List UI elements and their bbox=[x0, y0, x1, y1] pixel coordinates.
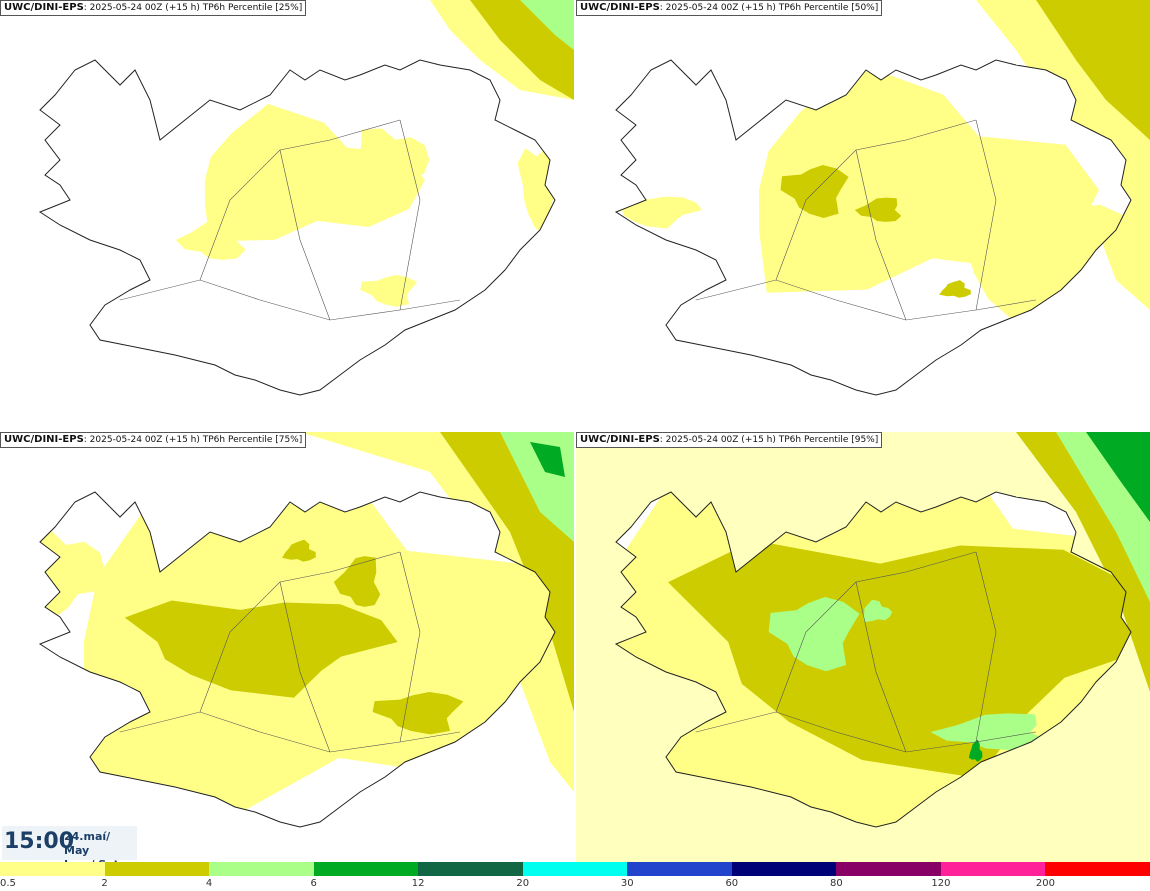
precip-sea-area bbox=[530, 442, 565, 477]
precip-map-75 bbox=[38, 432, 574, 828]
road-network bbox=[119, 119, 461, 321]
iceland-coastline bbox=[614, 59, 1132, 396]
precip-area bbox=[282, 539, 316, 562]
legend-swatch bbox=[104, 862, 210, 876]
legend-swatch bbox=[836, 862, 942, 876]
color-legend: 0.5 2 4 6 12 20 30 60 80 120 200 bbox=[0, 862, 1150, 891]
precip-area bbox=[939, 280, 971, 298]
legend-swatch bbox=[627, 862, 733, 876]
precip-area bbox=[333, 556, 381, 607]
precip-area bbox=[854, 197, 902, 222]
panel-title: UWC/DINI-EPS: 2025-05-24 00Z (+15 h) TP6… bbox=[0, 432, 307, 448]
legend-swatch bbox=[522, 862, 628, 876]
legend-tick: 120 bbox=[931, 878, 951, 889]
precip-sea-area bbox=[520, 0, 574, 50]
road-network bbox=[695, 551, 1037, 753]
legend-tick: 6 bbox=[310, 878, 317, 889]
precip-area bbox=[768, 597, 860, 672]
legend-swatch bbox=[418, 862, 524, 876]
legend-swatch bbox=[0, 862, 106, 876]
panel-title: UWC/DINI-EPS: 2025-05-24 00Z (+15 h) TP6… bbox=[0, 0, 307, 16]
precip-area bbox=[175, 219, 246, 260]
legend-swatch bbox=[940, 862, 1046, 876]
legend-tick: 80 bbox=[829, 878, 843, 889]
road-network bbox=[119, 551, 461, 753]
iceland-coastline bbox=[38, 491, 556, 828]
precip-area bbox=[359, 128, 430, 199]
legend-tick: 2 bbox=[101, 878, 108, 889]
legend-tick: 0.5 bbox=[0, 878, 16, 889]
precip-area bbox=[372, 692, 464, 735]
legend-swatch bbox=[313, 862, 419, 876]
precip-area bbox=[360, 275, 418, 307]
precip-area bbox=[930, 713, 1047, 750]
legend-swatch bbox=[209, 862, 315, 876]
legend-swatch bbox=[731, 862, 837, 876]
legend-tick: 200 bbox=[1035, 878, 1055, 889]
precip-area bbox=[668, 540, 1131, 779]
precip-area bbox=[862, 599, 893, 623]
map-panel-95: UWC/DINI-EPS: 2025-05-24 00Z (+15 h) TP6… bbox=[576, 432, 1150, 862]
map-panel-50: UWC/DINI-EPS: 2025-05-24 00Z (+15 h) TP6… bbox=[576, 0, 1150, 430]
precip-area bbox=[968, 739, 983, 762]
legend-tick: 30 bbox=[620, 878, 634, 889]
map-panel-75: UWC/DINI-EPS: 2025-05-24 00Z (+15 h) TP6… bbox=[0, 432, 574, 862]
precip-map-50 bbox=[614, 0, 1150, 396]
precip-map-25 bbox=[38, 0, 574, 396]
precip-map-95 bbox=[576, 432, 1150, 862]
precip-sea-area bbox=[1086, 432, 1150, 522]
panel-title: UWC/DINI-EPS: 2025-05-24 00Z (+15 h) TP6… bbox=[576, 432, 883, 448]
legend-tick: 60 bbox=[725, 878, 739, 889]
road-network bbox=[695, 119, 1037, 321]
map-panel-25: UWC/DINI-EPS: 2025-05-24 00Z (+15 h) TP6… bbox=[0, 0, 574, 430]
legend-tick: 12 bbox=[411, 878, 425, 889]
legend-swatch bbox=[1045, 862, 1150, 876]
valid-time: 15:00 bbox=[4, 829, 75, 854]
legend-tick: 20 bbox=[516, 878, 530, 889]
panel-title: UWC/DINI-EPS: 2025-05-24 00Z (+15 h) TP6… bbox=[576, 0, 883, 16]
legend-tick: 4 bbox=[205, 878, 213, 889]
precip-area bbox=[124, 600, 398, 698]
valid-time-box: 15:00 24.maí/ MayLau./ Sat bbox=[2, 826, 137, 871]
iceland-coastline bbox=[614, 491, 1132, 828]
precip-area bbox=[966, 186, 1131, 327]
precip-sea-area bbox=[1036, 0, 1150, 140]
iceland-coastline bbox=[38, 59, 556, 396]
precip-area bbox=[204, 103, 425, 242]
